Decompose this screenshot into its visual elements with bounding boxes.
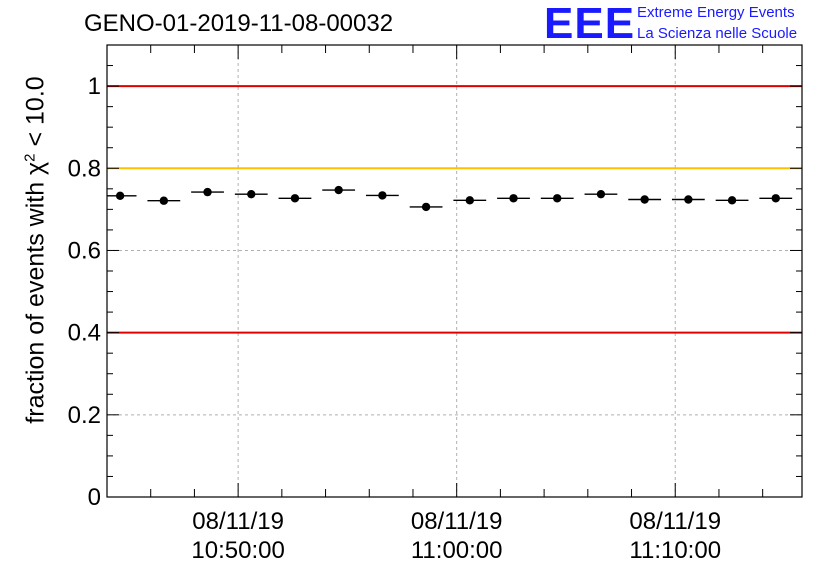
data-point [334,185,343,195]
y-axis-label-suffix: < 10.0 [21,76,50,154]
x-tick-label-date: 08/11/19 [411,508,503,535]
data-point [290,194,300,203]
data-point [684,195,693,204]
x-tick-label-time: 11:10:00 [629,537,721,564]
data-point [727,196,737,205]
y-tick-label: 0.8 [68,155,101,182]
x-tick-label-time: 10:50:00 [191,537,284,564]
data-point [465,196,474,205]
y-tick-label: 0 [88,484,101,511]
eee-logo-mark: EEE [544,0,636,48]
x-tick-label-time: 11:00:00 [411,537,503,564]
x-tick-label-date: 08/11/19 [192,508,284,535]
data-point [115,191,125,201]
y-axis-label-prefix: fraction of events with [21,174,50,424]
data-point [247,189,256,199]
y-tick-label: 0.6 [68,237,101,264]
plot-frame [106,44,803,498]
data-point [640,195,649,204]
x-tick-label-date: 08/11/19 [629,508,721,535]
data-point [203,187,212,197]
data-point [421,202,431,212]
y-tick-label: 0.2 [68,402,101,429]
logo-line-2: La Scienza nelle Scuole [637,25,798,42]
data-point [159,196,169,205]
data-point [509,194,518,203]
logo-line-1: Extreme Energy Events [637,4,795,21]
data-point [771,194,780,203]
y-axis-label: fraction of events with χ2 < 10.0 [21,40,50,460]
y-tick-label: 1 [88,73,101,100]
y-axis-label-superscript: 2 [21,153,39,162]
chart-title: GENO-01-2019-11-08-00032 [84,10,394,37]
y-axis-label-symbol: χ [21,161,50,175]
y-tick-label: 0.4 [68,320,101,347]
data-point [596,189,606,199]
data-point [378,191,387,200]
data-point [553,194,562,203]
